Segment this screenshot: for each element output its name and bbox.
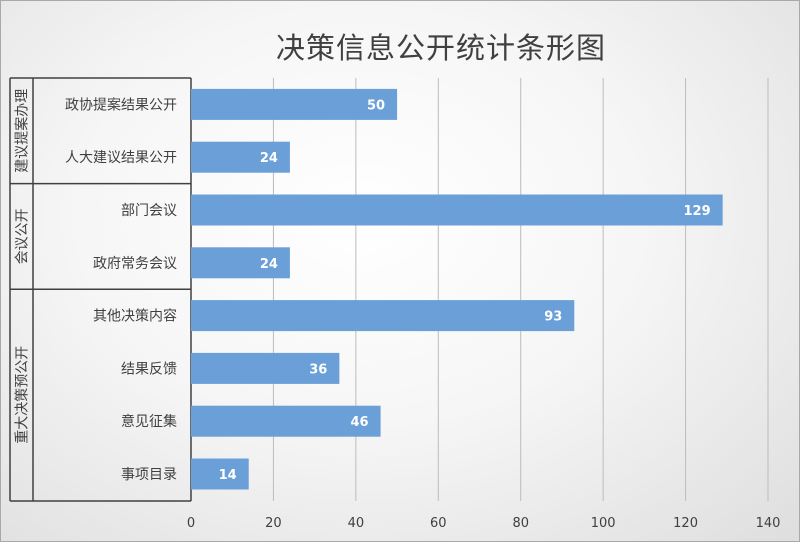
category-label: 部门会议 bbox=[121, 203, 177, 219]
category-label: 意见征集 bbox=[121, 413, 177, 430]
group-label: 会议公开 bbox=[15, 208, 31, 264]
category-label: 结果反馈 bbox=[121, 361, 177, 377]
bar bbox=[191, 88, 398, 120]
bar bbox=[191, 300, 575, 332]
data-label: 14 bbox=[219, 468, 237, 483]
category-label: 政府常务会议 bbox=[93, 256, 177, 272]
data-label: 24 bbox=[260, 151, 278, 166]
x-tick-label: 140 bbox=[756, 516, 781, 531]
category-label: 人大建议结果公开 bbox=[65, 150, 177, 166]
data-label: 50 bbox=[367, 98, 385, 113]
group-label: 建议提案办理 bbox=[14, 89, 31, 173]
x-tick-label: 120 bbox=[673, 516, 698, 531]
x-tick-label: 60 bbox=[430, 516, 447, 531]
bar bbox=[191, 458, 249, 490]
chart-title: 决策信息公开统计条形图 bbox=[275, 31, 606, 65]
bar bbox=[191, 352, 340, 384]
x-tick-label: 100 bbox=[591, 516, 616, 531]
data-label: 46 bbox=[350, 415, 368, 430]
category-label: 政协提案结果公开 bbox=[65, 96, 177, 113]
bar bbox=[191, 405, 381, 437]
category-label: 其他决策内容 bbox=[93, 308, 177, 325]
x-tick-label: 0 bbox=[187, 516, 195, 531]
bar bbox=[191, 247, 290, 279]
x-tick-label: 80 bbox=[512, 516, 529, 531]
category-label: 事项目录 bbox=[121, 467, 177, 483]
data-label: 129 bbox=[684, 204, 711, 219]
data-label: 24 bbox=[260, 257, 278, 272]
group-label: 重大决策预公开 bbox=[14, 346, 31, 444]
bar bbox=[191, 141, 290, 173]
x-tick-label: 40 bbox=[348, 516, 365, 531]
data-label: 93 bbox=[544, 310, 562, 325]
x-tick-label: 20 bbox=[265, 516, 282, 531]
bar bbox=[191, 194, 723, 226]
data-label: 36 bbox=[309, 362, 327, 377]
